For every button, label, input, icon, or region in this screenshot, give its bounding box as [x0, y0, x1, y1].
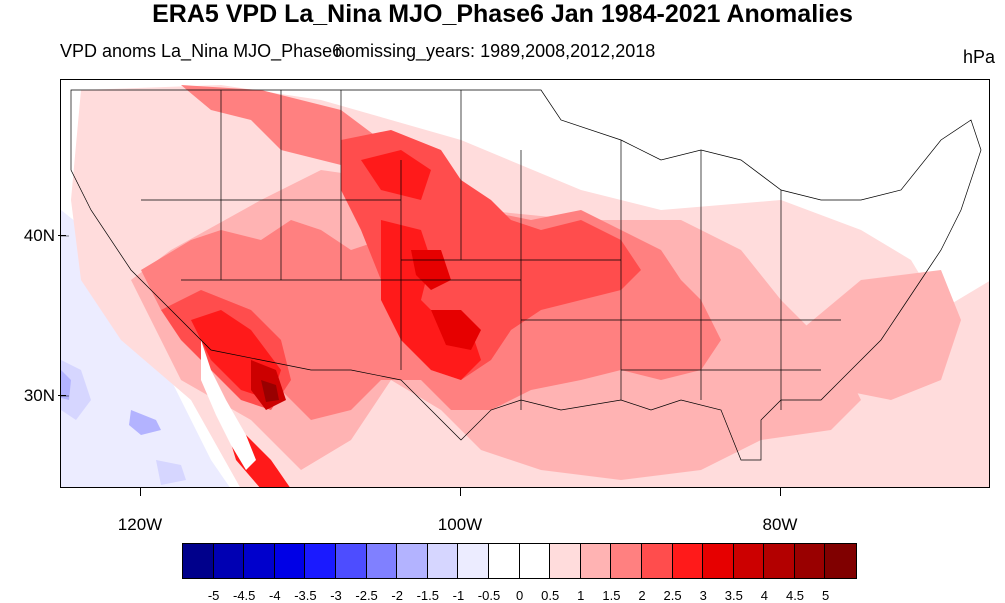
- colorbar-box-9: [458, 544, 489, 578]
- colorbar-label: 0.5: [541, 588, 560, 603]
- tick-120w: [140, 488, 141, 496]
- colorbar-label: 4.5: [785, 588, 805, 603]
- lat-label-40n: 40N: [23, 226, 55, 245]
- lat-label-30n: 30N: [23, 386, 55, 405]
- tick-100w: [460, 488, 461, 496]
- colorbar-box-11: [519, 544, 551, 578]
- colorbar-box-0: [183, 544, 214, 578]
- colorbar-label: -3.5: [294, 588, 317, 603]
- colorbar-box-14: [611, 544, 642, 578]
- colorbar-box-19: [764, 544, 795, 578]
- colorbar-box-18: [733, 544, 765, 578]
- colorbar: [182, 543, 858, 579]
- colorbar-label: 3: [699, 588, 707, 603]
- plot-title: ERA5 VPD La_Nina MJO_Phase6 Jan 1984-202…: [152, 0, 853, 28]
- units-label: hPa: [962, 47, 995, 67]
- colorbar-box-8: [427, 544, 459, 578]
- colorbar-label: 0: [515, 588, 524, 603]
- map-panel: [60, 79, 990, 488]
- subtitle-left: VPD anoms La_Nina MJO_Phase6: [60, 41, 343, 61]
- colorbar-label: -5: [207, 588, 220, 603]
- lon-label-100w: 100W: [437, 515, 483, 534]
- baja-gulf-gap: [201, 340, 256, 470]
- colorbar-label: -0.5: [477, 588, 501, 603]
- subtitle-center: nomissing_years: 1989,2008,2012,2018: [335, 41, 656, 61]
- colorbar-box-7: [397, 544, 428, 578]
- colorbar-box-20: [794, 544, 826, 578]
- colorbar-box-5: [335, 544, 367, 578]
- colorbar-box-15: [641, 544, 673, 578]
- colorbar-box-10: [488, 544, 520, 578]
- colorbar-label: 1.5: [602, 588, 621, 603]
- colorbar-label: 1: [577, 588, 585, 603]
- tick-40n: [58, 235, 66, 236]
- colorbar-box-6: [366, 544, 398, 578]
- colorbar-box-1: [213, 544, 245, 578]
- colorbar-box-21: [825, 544, 857, 578]
- colorbar-box-2: [244, 544, 275, 578]
- state-boundaries: [70, 89, 982, 461]
- colorbar-label: -4: [269, 588, 281, 603]
- anomaly-map: [61, 85, 989, 487]
- colorbar-box-3: [274, 544, 306, 578]
- colorbar-box-4: [305, 544, 336, 578]
- colorbar-box-13: [580, 544, 612, 578]
- colorbar-label: -1.5: [416, 588, 439, 603]
- colorbar-label: -4.5: [232, 588, 256, 603]
- positive-anomaly-fields: [71, 85, 989, 487]
- colorbar-box-16: [672, 544, 704, 578]
- colorbar-label: 2.5: [663, 588, 682, 603]
- colorbar-label: -1: [452, 588, 465, 603]
- lon-label-80w: 80W: [762, 515, 798, 534]
- colorbar-label: 3.5: [724, 588, 743, 603]
- tick-30n: [58, 395, 66, 396]
- colorbar-label: -2.5: [355, 588, 378, 603]
- graticule: [61, 235, 69, 397]
- colorbar-label: -2: [391, 588, 403, 603]
- lon-label-120w: 120W: [117, 515, 163, 534]
- tick-80w: [780, 488, 781, 496]
- colorbar-box-12: [550, 544, 581, 578]
- colorbar-label: 5: [821, 588, 830, 603]
- colorbar-label: 4: [760, 588, 769, 603]
- colorbar-label: 2: [638, 588, 646, 603]
- colorbar-label: -3: [330, 588, 342, 603]
- colorbar-box-17: [703, 544, 734, 578]
